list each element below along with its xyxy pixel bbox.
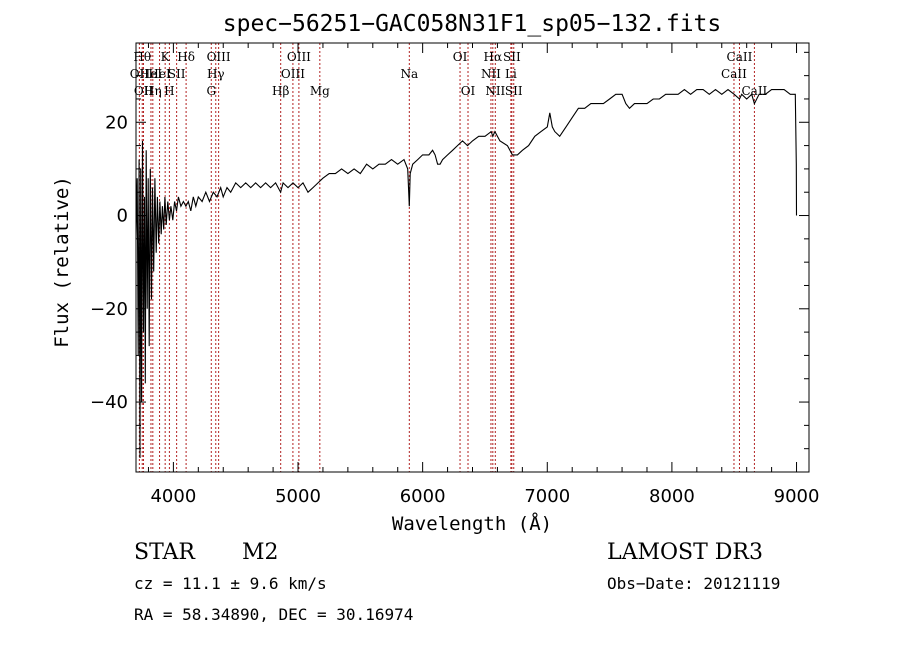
reference-line-label-10: G	[206, 84, 216, 98]
reference-line-labels: OIIHθOIIHeIHηHeIKHSIIHδGHγOIIIHβOIIIOIII…	[130, 50, 768, 98]
survey-name: LAMOST DR3	[607, 540, 763, 565]
reference-line-label-11: Hγ	[207, 67, 225, 81]
y-tick-label-1: −20	[90, 299, 128, 320]
x-tick-label-5: 9000	[774, 486, 820, 507]
x-axis-label: Wavelength (Å)	[392, 512, 552, 535]
reference-line-label-17: Na	[400, 67, 418, 81]
chart-title: spec−56251−GAC058N31F1_sp05−132.fits	[223, 11, 722, 37]
object-subclass: M2	[242, 540, 279, 565]
reference-line-label-26: CaII	[721, 67, 747, 81]
axis-tick-labels: 4000 5000 6000 7000 8000 9000 −40 −20 0 20	[90, 112, 819, 507]
coordinates-text: RA = 58.34890, DEC = 30.16974	[134, 605, 413, 624]
reference-line-label-0: OII	[130, 67, 150, 81]
reference-line-label-5: HeI	[148, 67, 171, 81]
reference-line-label-9: Hδ	[177, 50, 195, 64]
reference-line-label-24: SII	[503, 50, 521, 64]
reference-line-label-22: NII	[485, 84, 505, 98]
reference-line-label-23: Li	[505, 67, 517, 81]
obs-date: Obs−Date: 20121119	[607, 574, 780, 593]
y-tick-label-2: 0	[117, 206, 128, 227]
reference-line-label-13: Hβ	[272, 84, 289, 98]
axis-ticks	[136, 43, 809, 472]
reference-line-label-16: Mg	[310, 84, 330, 98]
redshift-text: cz = 11.1 ± 9.6 km/s	[134, 574, 327, 593]
y-axis-label: Flux (relative)	[51, 176, 73, 348]
x-tick-label-4: 8000	[649, 486, 695, 507]
reference-line-label-1: Hθ	[133, 50, 151, 64]
reference-line-label-7: H	[164, 84, 174, 98]
x-tick-label-3: 7000	[524, 486, 570, 507]
series-layer	[135, 88, 798, 459]
reference-line-label-28: CaII	[741, 84, 767, 98]
reference-line-label-2: OII	[134, 84, 154, 98]
reference-line-label-19: OI	[461, 84, 476, 98]
reference-line-label-6: K	[161, 50, 171, 64]
reference-line-label-14: OIII	[281, 67, 305, 81]
reference-line-label-4: Hη	[144, 84, 162, 98]
reference-line-label-15: OIII	[287, 50, 311, 64]
y-tick-label-3: 20	[105, 112, 128, 133]
series-line-0	[135, 88, 798, 459]
x-tick-label-0: 4000	[150, 486, 196, 507]
object-class: STAR	[134, 540, 196, 565]
x-tick-label-1: 5000	[275, 486, 321, 507]
reference-line-label-21: Hα	[484, 50, 503, 64]
plot-frame	[135, 42, 810, 473]
reference-line-label-27: CaII	[727, 50, 753, 64]
reference-line-label-8: SII	[168, 67, 186, 81]
reference-line-label-12: OIII	[207, 50, 231, 64]
reference-line-label-18: OI	[453, 50, 468, 64]
reference-line-label-3: HeI	[140, 67, 163, 81]
x-tick-label-2: 6000	[400, 486, 446, 507]
reference-lines	[138, 43, 755, 472]
y-tick-label-0: −40	[90, 392, 128, 413]
reference-line-label-20: NII	[481, 67, 501, 81]
reference-line-label-25: SII	[505, 84, 523, 98]
